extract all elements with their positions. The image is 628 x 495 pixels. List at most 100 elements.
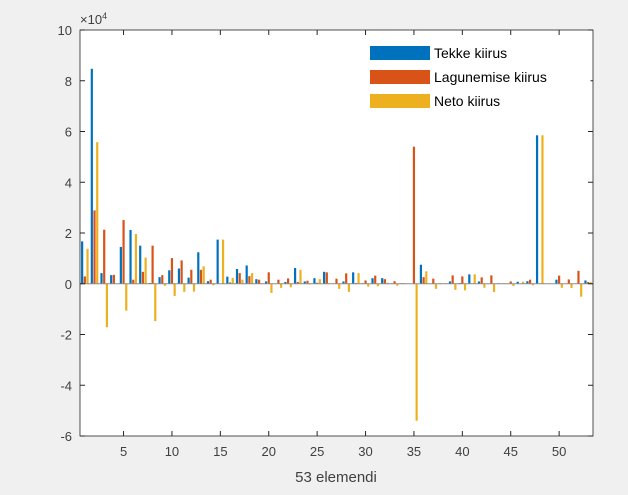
bar-neto-kiirus <box>96 142 98 284</box>
bar-lagunemise-kiirus <box>122 220 124 284</box>
bar-lagunemise-kiirus <box>558 276 560 284</box>
bar-lagunemise-kiirus <box>481 277 483 283</box>
bar-neto-kiirus <box>483 284 485 288</box>
bar-neto-kiirus <box>416 284 418 421</box>
bar-neto-kiirus <box>454 284 456 290</box>
bar-lagunemise-kiirus <box>132 280 134 284</box>
y-tick-label: 6 <box>65 125 72 140</box>
bar-neto-kiirus <box>270 284 272 293</box>
bar-neto-kiirus <box>154 284 156 321</box>
y-tick-label: 4 <box>65 175 72 190</box>
bar-lagunemise-kiirus <box>103 230 105 284</box>
legend-swatch <box>370 70 430 84</box>
bar-lagunemise-kiirus <box>461 276 463 283</box>
y-tick-label: 2 <box>65 226 72 241</box>
bar-tekke-kiirus <box>226 277 228 284</box>
bar-neto-kiirus <box>145 258 147 284</box>
legend-label: Lagunemise kiirus <box>434 69 547 85</box>
bar-neto-kiirus <box>86 249 88 284</box>
bar-neto-kiirus <box>174 284 176 296</box>
bar-neto-kiirus <box>135 234 137 284</box>
bar-tekke-kiirus <box>139 246 141 284</box>
bar-neto-kiirus <box>203 266 205 284</box>
x-tick-label: 20 <box>262 444 276 459</box>
bar-tekke-kiirus <box>420 265 422 284</box>
bar-lagunemise-kiirus <box>248 276 250 284</box>
bar-neto-kiirus <box>193 284 195 292</box>
bar-tekke-kiirus <box>294 268 296 284</box>
bar-neto-kiirus <box>299 270 301 284</box>
bar-lagunemise-kiirus <box>113 275 115 284</box>
x-tick-label: 5 <box>120 444 127 459</box>
bar-neto-kiirus <box>125 284 127 311</box>
bar-lagunemise-kiirus <box>413 147 415 284</box>
bar-tekke-kiirus <box>120 247 122 284</box>
legend-label: Tekke kiirus <box>434 45 507 61</box>
bar-tekke-kiirus <box>197 252 199 283</box>
bar-lagunemise-kiirus <box>161 275 163 284</box>
bar-lagunemise-kiirus <box>335 279 337 284</box>
bar-neto-kiirus <box>106 284 108 327</box>
bar-lagunemise-kiirus <box>171 258 173 284</box>
x-tick-label: 45 <box>503 444 517 459</box>
bar-lagunemise-kiirus <box>287 278 289 283</box>
x-tick-label: 35 <box>407 444 421 459</box>
x-tick-label: 25 <box>310 444 324 459</box>
bar-lagunemise-kiirus <box>190 270 192 284</box>
bar-tekke-kiirus <box>100 273 102 284</box>
bar-lagunemise-kiirus <box>181 260 183 283</box>
x-tick-label: 40 <box>455 444 469 459</box>
bar-neto-kiirus <box>570 284 572 288</box>
bar-lagunemise-kiirus <box>432 279 434 284</box>
bar-neto-kiirus <box>357 273 359 284</box>
y-exponent-label: ×104 <box>80 11 107 27</box>
x-axis-label: 53 elemendi <box>295 469 377 486</box>
bar-tekke-kiirus <box>158 277 160 284</box>
bar-neto-kiirus <box>425 271 427 283</box>
bar-lagunemise-kiirus <box>529 280 531 284</box>
bar-tekke-kiirus <box>371 278 373 284</box>
bar-tekke-kiirus <box>255 279 257 284</box>
x-tick-label: 50 <box>552 444 566 459</box>
bar-tekke-kiirus <box>468 274 470 283</box>
bar-neto-kiirus <box>474 274 476 283</box>
bar-neto-kiirus <box>251 273 253 284</box>
bar-tekke-kiirus <box>110 275 112 284</box>
bar-tekke-kiirus <box>188 278 190 284</box>
bar-neto-kiirus <box>290 284 292 288</box>
bar-tekke-kiirus <box>536 135 538 283</box>
bar-tekke-kiirus <box>323 272 325 284</box>
bar-neto-kiirus <box>541 135 543 283</box>
x-tick-label: 10 <box>165 444 179 459</box>
bar-tekke-kiirus <box>352 272 354 283</box>
bar-lagunemise-kiirus <box>326 272 328 283</box>
y-tick-label: 8 <box>65 74 72 89</box>
y-tick-label: 0 <box>65 277 72 292</box>
y-tick-label: -2 <box>60 328 72 343</box>
bar-lagunemise-kiirus <box>423 277 425 284</box>
bar-neto-kiirus <box>493 284 495 292</box>
bar-lagunemise-kiirus <box>577 271 579 284</box>
bar-neto-kiirus <box>338 284 340 289</box>
bar-lagunemise-kiirus <box>151 246 153 284</box>
bar-tekke-kiirus <box>91 69 93 284</box>
bar-neto-kiirus <box>348 284 350 292</box>
bar-lagunemise-kiirus <box>345 273 347 283</box>
bar-tekke-kiirus <box>313 278 315 284</box>
bar-lagunemise-kiirus <box>210 280 212 284</box>
bar-neto-kiirus <box>232 278 234 284</box>
bar-tekke-kiirus <box>246 265 248 283</box>
bar-neto-kiirus <box>222 240 224 284</box>
bar-lagunemise-kiirus <box>84 276 86 283</box>
bar-tekke-kiirus <box>381 278 383 284</box>
bar-lagunemise-kiirus <box>93 210 95 283</box>
bar-neto-kiirus <box>464 284 466 291</box>
bar-neto-kiirus <box>241 280 243 284</box>
legend-swatch <box>370 46 430 60</box>
bar-neto-kiirus <box>280 284 282 288</box>
bar-lagunemise-kiirus <box>384 279 386 284</box>
bar-lagunemise-kiirus <box>258 280 260 284</box>
bar-lagunemise-kiirus <box>374 276 376 284</box>
bar-neto-kiirus <box>561 284 563 288</box>
